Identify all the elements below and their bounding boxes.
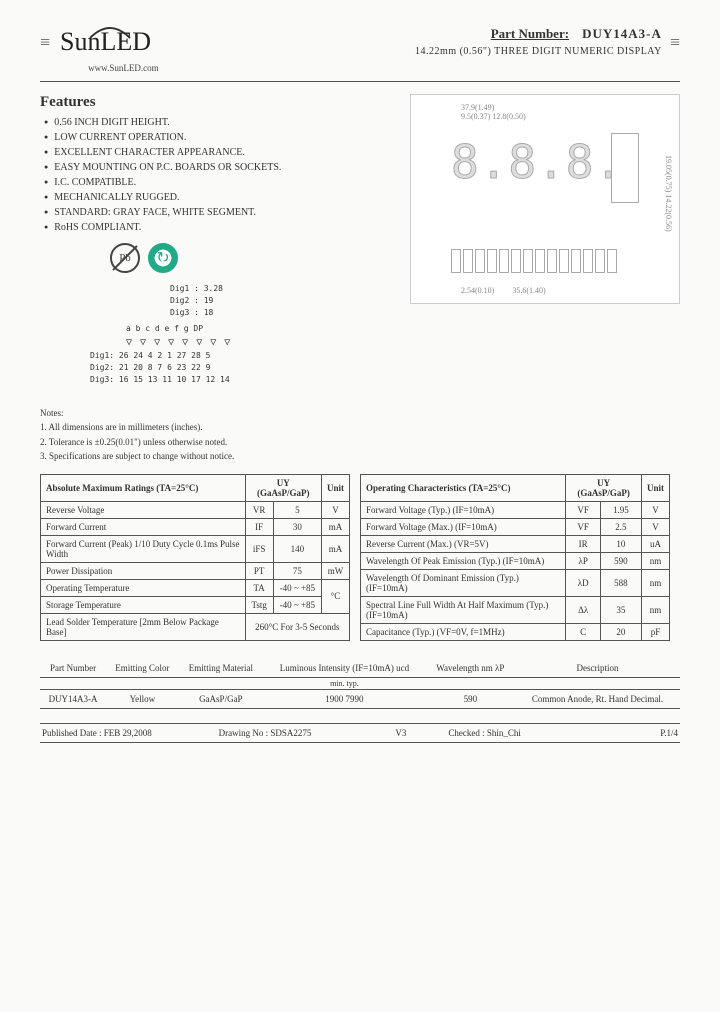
svg-text:SunLED: SunLED [60, 27, 151, 56]
table-row: Lead Solder Temperature [2mm Below Packa… [41, 613, 350, 640]
table-col: UY (GaAsP/GaP) [566, 474, 642, 501]
part-number-value: DUY14A3-A [582, 26, 662, 41]
features-title: Features [40, 94, 398, 111]
dig-label: Dig2 : 19 [170, 295, 398, 307]
table-row: Wavelength Of Dominant Emission (Typ.) (… [361, 569, 670, 596]
pin-diagram: Dig1 : 3.28 Dig2 : 19 Dig3 : 18 a b c d … [90, 283, 398, 386]
spec-tables: Absolute Maximum Ratings (TA=25°C) UY (G… [40, 474, 680, 641]
table-row: Forward CurrentIF30mA [41, 518, 350, 535]
footer-version: V3 [395, 728, 448, 738]
digit-outline: 8.8.8. [451, 135, 623, 189]
mechanical-drawing: 37.9(1.49) 9.5(0.37) 12.8(0.50) 8.8.8. 1… [410, 94, 680, 304]
right-column: 37.9(1.49) 9.5(0.37) 12.8(0.50) 8.8.8. 1… [410, 94, 680, 396]
summary-row: DUY14A3-A Yellow GaAsP/GaP 1900 7990 590… [40, 689, 680, 708]
feature-item: EASY MOUNTING ON P.C. BOARDS OR SOCKETS. [44, 162, 398, 173]
table-title: Absolute Maximum Ratings (TA=25°C) [41, 474, 246, 501]
feature-item: MECHANICALLY RUGGED. [44, 192, 398, 203]
menu-icon: ≡ [40, 32, 50, 53]
table-row: Forward Current (Peak) 1/10 Duty Cycle 0… [41, 535, 350, 562]
table-row: Capacitance (Typ.) (VF=0V, f=1MHz)C20pF [361, 623, 670, 640]
table-row: Operating TemperatureTA-40 ~ +85°C [41, 579, 350, 596]
divider [40, 81, 680, 82]
feature-item: 0.56 INCH DIGIT HEIGHT. [44, 117, 398, 128]
operating-char-table: Operating Characteristics (TA=25°C) UY (… [360, 474, 670, 641]
part-number-line: Part Number: DUY14A3-A [230, 26, 662, 42]
main-content: Features 0.56 INCH DIGIT HEIGHT. LOW CUR… [40, 94, 680, 396]
table-row: Power DissipationPT75mW [41, 562, 350, 579]
logo-url: www.SunLED.com [88, 63, 190, 73]
table-col: UY (GaAsP/GaP) [245, 474, 321, 501]
feature-item: LOW CURRENT OPERATION. [44, 132, 398, 143]
part-number-label: Part Number: [491, 26, 569, 41]
pin-row: Dig3: 16 15 13 11 10 17 12 14 [90, 374, 398, 386]
part-subtitle: 14.22mm (0.56") THREE DIGIT NUMERIC DISP… [230, 46, 662, 57]
dim-label: 37.9(1.49) 9.5(0.37) 12.8(0.50) [461, 103, 526, 121]
absolute-ratings-table: Absolute Maximum Ratings (TA=25°C) UY (G… [40, 474, 350, 641]
green-icon: e [148, 243, 178, 273]
dig-label: Dig1 : 3.28 [170, 283, 398, 295]
table-row: Storage TemperatureTstg-40 ~ +85 [41, 596, 350, 613]
footer-page: P.1/4 [625, 728, 678, 738]
table-row: Reverse Current (Max.) (VR=5V)IR10uA [361, 535, 670, 552]
pins-row [451, 249, 617, 273]
logo-text: SunLED [60, 20, 190, 63]
feature-item: STANDARD: GRAY FACE, WHITE SEGMENT. [44, 207, 398, 218]
summary-header: Part Number Emitting Color Emitting Mate… [40, 659, 680, 678]
dig-label: Dig3 : 18 [170, 307, 398, 319]
notes-title: Notes: [40, 406, 680, 420]
pb-free-icon: Pb [110, 243, 140, 273]
page-footer: Published Date : FEB 29,2008 Drawing No … [40, 723, 680, 743]
pin-row: Dig2: 21 20 8 7 6 23 22 9 [90, 362, 398, 374]
left-column: Features 0.56 INCH DIGIT HEIGHT. LOW CUR… [40, 94, 398, 396]
segment-header: a b c d e f g DP [126, 323, 398, 335]
dim-label: 2.54(0.10) 35.6(1.40) [461, 286, 546, 295]
note-item: 2. Tolerance is ±0.25(0.01") unless othe… [40, 435, 680, 449]
notes-section: Notes: 1. All dimensions are in millimet… [40, 406, 680, 464]
side-view [611, 133, 639, 203]
footer-drawing-no: Drawing No : SDSA2275 [219, 728, 396, 738]
table-col: Unit [321, 474, 349, 501]
summary-subheader: min. typ. [40, 677, 680, 689]
dim-label: 19.05(0.75) 14.22(0.56) [664, 155, 673, 232]
page-header: ≡ SunLED www.SunLED.com Part Number: DUY… [40, 20, 680, 73]
table-row: Reverse VoltageVR5V [41, 501, 350, 518]
features-section: Features 0.56 INCH DIGIT HEIGHT. LOW CUR… [40, 94, 398, 233]
feature-item: I.C. COMPATIBLE. [44, 177, 398, 188]
footer-checked: Checked : Shin_Chi [448, 728, 625, 738]
summary-table: Part Number Emitting Color Emitting Mate… [40, 659, 680, 709]
pin-row: Dig1: 26 24 4 2 1 27 28 5 [90, 350, 398, 362]
feature-item: RoHS COMPLIANT. [44, 222, 398, 233]
feature-item: EXCELLENT CHARACTER APPEARANCE. [44, 147, 398, 158]
table-col: Unit [641, 474, 669, 501]
note-item: 1. All dimensions are in millimeters (in… [40, 420, 680, 434]
menu-icon-right: ≡ [670, 32, 680, 53]
table-row: Wavelength Of Peak Emission (Typ.) (IF=1… [361, 552, 670, 569]
table-row: Forward Voltage (Max.) (IF=10mA)VF2.5V [361, 518, 670, 535]
table-title: Operating Characteristics (TA=25°C) [361, 474, 566, 501]
compliance-icons: Pb e [110, 243, 398, 273]
logo-area: ≡ SunLED www.SunLED.com [40, 20, 190, 73]
diode-symbols: ▽ ▽ ▽ ▽ ▽ ▽ ▽ ▽ [126, 335, 398, 350]
table-row: Forward Voltage (Typ.) (IF=10mA)VF1.95V [361, 501, 670, 518]
table-row: Spectral Line Full Width At Half Maximum… [361, 596, 670, 623]
footer-published: Published Date : FEB 29,2008 [42, 728, 219, 738]
note-item: 3. Specifications are subject to change … [40, 449, 680, 463]
features-list: 0.56 INCH DIGIT HEIGHT. LOW CURRENT OPER… [40, 117, 398, 233]
part-header: Part Number: DUY14A3-A 14.22mm (0.56") T… [190, 26, 662, 57]
